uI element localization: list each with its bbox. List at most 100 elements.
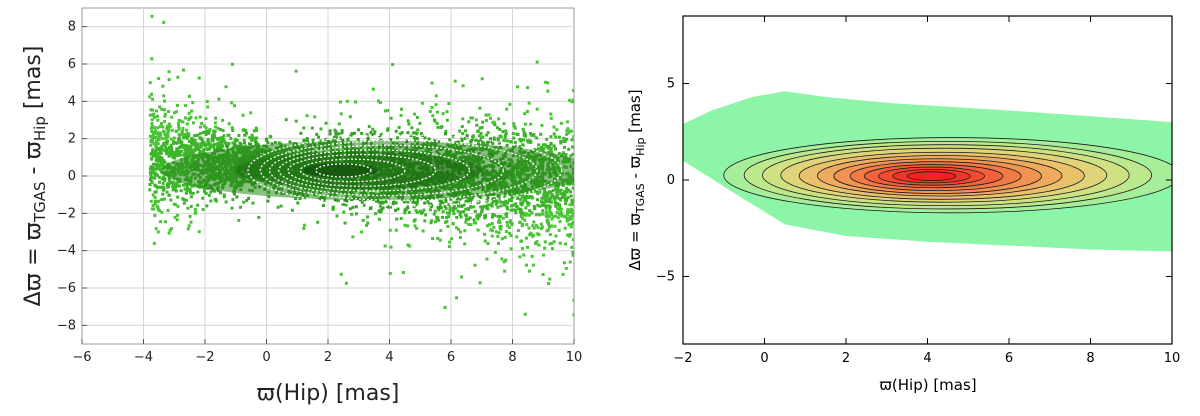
scatter-point bbox=[230, 62, 234, 66]
scatter-point bbox=[551, 189, 555, 193]
scatter-point bbox=[402, 200, 406, 204]
scatter-point bbox=[492, 138, 496, 142]
scatter-point bbox=[171, 185, 175, 189]
scatter-point bbox=[497, 218, 501, 222]
scatter-point bbox=[558, 205, 562, 209]
scatter-point bbox=[534, 223, 538, 227]
scatter-point bbox=[449, 197, 453, 201]
scatter-point bbox=[166, 208, 170, 212]
scatter-point bbox=[426, 200, 430, 204]
scatter-point bbox=[420, 132, 424, 136]
scatter-point bbox=[526, 245, 530, 249]
scatter-point bbox=[162, 108, 166, 112]
scatter-point bbox=[250, 133, 254, 137]
scatter-point bbox=[318, 139, 322, 143]
scatter-point bbox=[544, 206, 548, 210]
scatter-point bbox=[222, 137, 226, 141]
scatter-point bbox=[154, 145, 158, 149]
scatter-point bbox=[571, 152, 574, 156]
scatter-point bbox=[254, 141, 258, 145]
scatter-point bbox=[337, 132, 341, 136]
scatter-point bbox=[439, 202, 443, 206]
scatter-point bbox=[184, 149, 188, 153]
scatter-point bbox=[412, 205, 416, 209]
scatter-point bbox=[232, 145, 236, 149]
scatter-point bbox=[182, 183, 186, 187]
scatter-point bbox=[473, 263, 477, 267]
scatter-point bbox=[505, 220, 509, 224]
scatter-point bbox=[389, 245, 393, 249]
scatter-point bbox=[567, 188, 571, 192]
scatter-point bbox=[413, 218, 417, 222]
scatter-point bbox=[209, 145, 213, 149]
scatter-point bbox=[563, 145, 567, 149]
scatter-point bbox=[430, 203, 434, 207]
scatter-point bbox=[465, 214, 469, 218]
scatter-point bbox=[294, 119, 298, 123]
scatter-point bbox=[546, 89, 550, 93]
scatter-point bbox=[561, 151, 565, 155]
scatter-point bbox=[509, 140, 513, 144]
scatter-point bbox=[497, 220, 501, 224]
scatter-point bbox=[563, 215, 567, 219]
scatter-point bbox=[151, 149, 155, 153]
scatter-point bbox=[434, 103, 438, 107]
scatter-point bbox=[346, 138, 350, 142]
scatter-point bbox=[279, 204, 283, 208]
scatter-point bbox=[512, 136, 516, 140]
scatter-point bbox=[360, 230, 364, 234]
scatter-point bbox=[172, 111, 176, 115]
scatter-point bbox=[184, 144, 188, 148]
scatter-point bbox=[518, 192, 522, 196]
scatter-point bbox=[186, 146, 190, 150]
scatter-point bbox=[536, 203, 540, 207]
scatter-point bbox=[532, 226, 536, 230]
scatter-point bbox=[493, 250, 497, 254]
scatter-point bbox=[184, 198, 188, 202]
scatter-point bbox=[472, 205, 476, 209]
scatter-point bbox=[523, 196, 527, 200]
scatter-point bbox=[354, 100, 358, 104]
scatter-point bbox=[302, 139, 306, 143]
scatter-point bbox=[189, 147, 193, 151]
scatter-point bbox=[179, 189, 183, 193]
scatter-point bbox=[521, 216, 525, 220]
scatter-point bbox=[215, 137, 219, 141]
scatter-point bbox=[522, 138, 526, 142]
scatter-point bbox=[492, 197, 496, 201]
scatter-point bbox=[492, 225, 496, 229]
scatter-point bbox=[465, 133, 469, 137]
scatter-point bbox=[189, 191, 193, 195]
scatter-point bbox=[560, 214, 564, 218]
scatter-point bbox=[354, 212, 358, 216]
scatter-point bbox=[546, 215, 550, 219]
scatter-point bbox=[360, 200, 364, 204]
scatter-point bbox=[184, 191, 188, 195]
scatter-point bbox=[324, 121, 328, 125]
scatter-point bbox=[570, 198, 574, 202]
scatter-point bbox=[513, 126, 517, 130]
scatter-point bbox=[507, 226, 511, 230]
scatter-point bbox=[152, 171, 156, 175]
scatter-point bbox=[490, 222, 494, 226]
scatter-point bbox=[254, 126, 258, 130]
scatter-point bbox=[414, 209, 418, 213]
scatter-point bbox=[474, 221, 478, 225]
scatter-point bbox=[462, 203, 466, 207]
scatter-point bbox=[180, 131, 184, 135]
scatter-point bbox=[549, 146, 553, 150]
scatter-point bbox=[169, 146, 173, 150]
scatter-point bbox=[518, 210, 522, 214]
scatter-point bbox=[416, 128, 420, 132]
scatter-point bbox=[239, 205, 243, 209]
scatter-point bbox=[491, 200, 495, 204]
scatter-point bbox=[461, 117, 465, 121]
scatter-point bbox=[525, 110, 529, 114]
scatter-point bbox=[196, 203, 200, 207]
scatter-point bbox=[456, 209, 460, 213]
scatter-point bbox=[557, 228, 561, 232]
scatter-point bbox=[411, 200, 415, 204]
scatter-point bbox=[202, 190, 206, 194]
scatter-point bbox=[539, 227, 543, 231]
scatter-point bbox=[150, 130, 154, 134]
